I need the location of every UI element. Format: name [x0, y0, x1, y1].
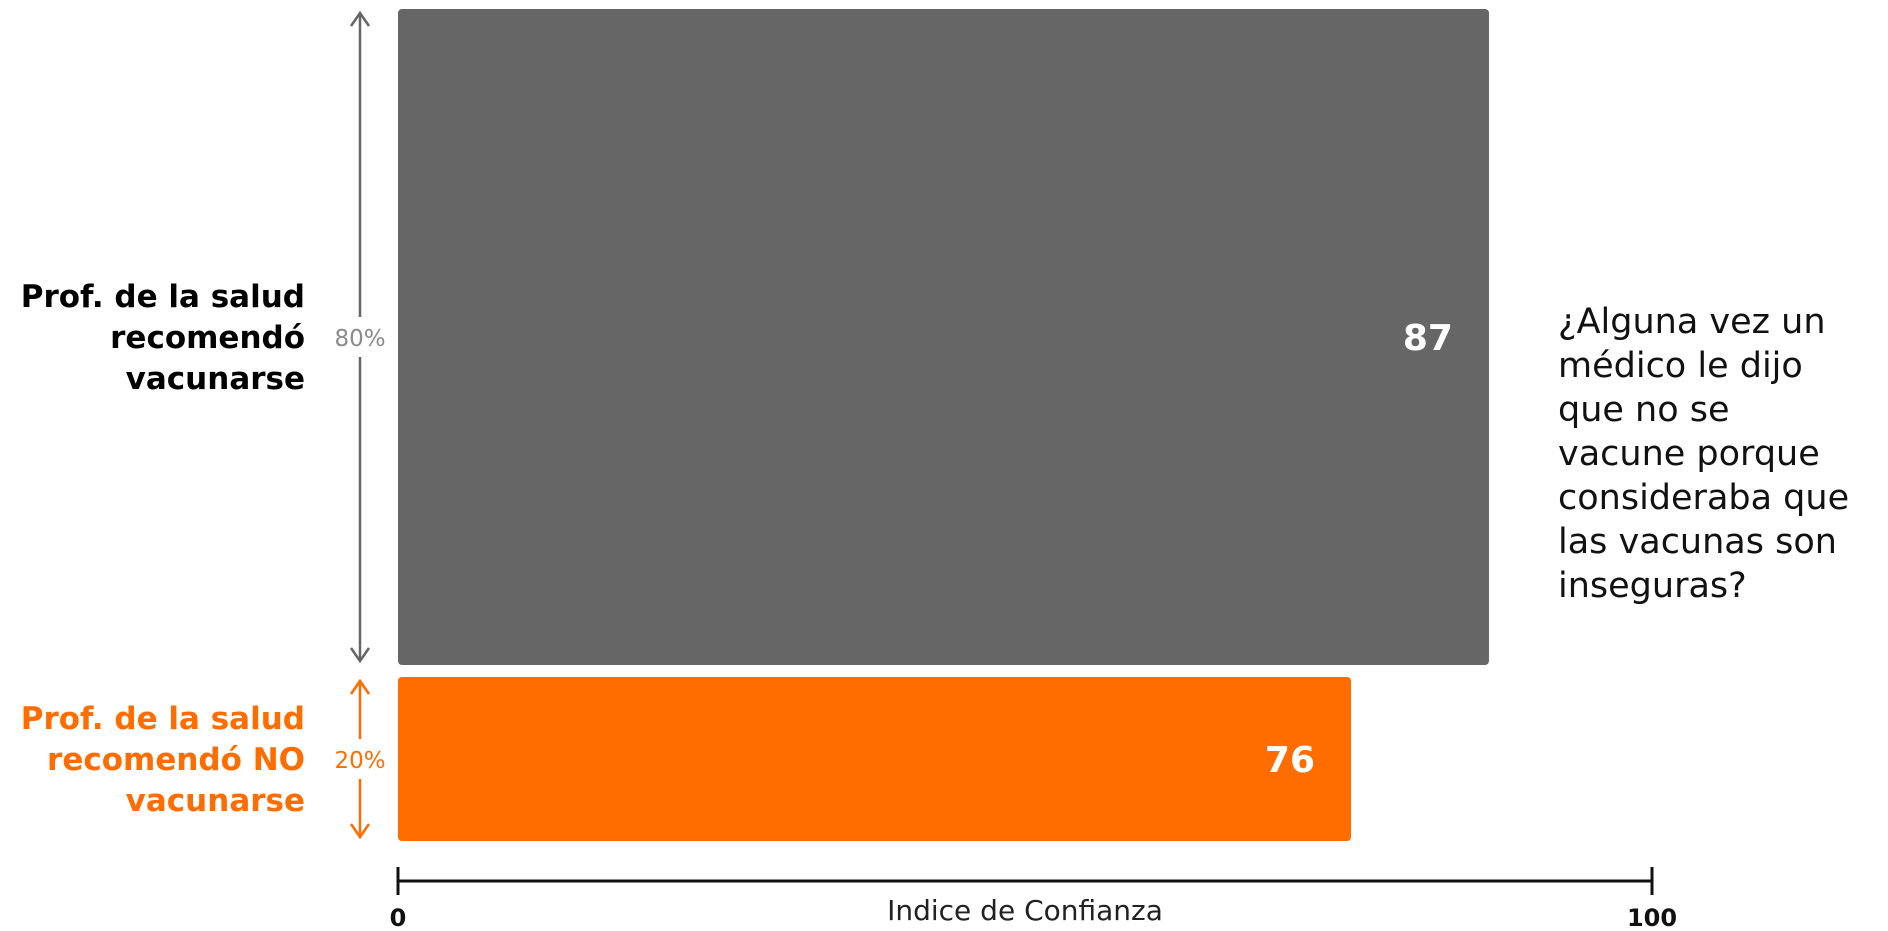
- share-arrowhead-down-1: [349, 647, 371, 664]
- question-annotation: ¿Alguna vez un médico le dijo que no se vac…: [1558, 300, 1878, 608]
- category-label-line: Prof. de la salud: [21, 701, 305, 737]
- bar-value-label-2: 76: [1265, 740, 1315, 781]
- question-line: que no se: [1558, 390, 1730, 430]
- question-line: inseguras?: [1558, 566, 1747, 606]
- category-label-line: vacunarse: [126, 783, 305, 819]
- x-axis: 0 100 Indice de Confianza: [390, 867, 1677, 931]
- share-label-2: 20%: [334, 748, 385, 774]
- category-label-line: recomendó NO: [47, 742, 305, 778]
- bar-value-label-1: 87: [1403, 318, 1453, 359]
- share-arrowhead-up-1: [349, 10, 371, 27]
- question-line: vacune porque: [1558, 434, 1820, 474]
- x-tick-label-0: 0: [390, 904, 407, 931]
- bars-layer: [398, 9, 1489, 841]
- question-line: médico le dijo: [1558, 346, 1803, 386]
- x-tick-label-1: 100: [1627, 904, 1677, 931]
- question-line: consideraba que: [1558, 478, 1850, 518]
- x-axis-title: Indice de Confianza: [887, 894, 1163, 927]
- share-arrowhead-up-2: [349, 678, 371, 695]
- share-label-1: 80%: [334, 326, 385, 352]
- question-line: ¿Alguna vez un: [1558, 302, 1826, 342]
- category-label-line: recomendó: [110, 320, 305, 356]
- category-label-2: Prof. de la salud recomendó NO vacunarse: [21, 701, 305, 819]
- category-label-line: vacunarse: [126, 361, 305, 397]
- bar-1: [398, 9, 1489, 665]
- category-label-line: Prof. de la salud: [21, 279, 305, 315]
- labels-layer: 87 80% Prof. de la salud recomendó vacunarse…: [21, 10, 1453, 840]
- category-label-1: Prof. de la salud recomendó vacunarse: [21, 279, 305, 397]
- question-line: las vacunas son: [1558, 522, 1837, 562]
- share-arrowhead-down-2: [349, 823, 371, 840]
- bar-2: [398, 677, 1352, 841]
